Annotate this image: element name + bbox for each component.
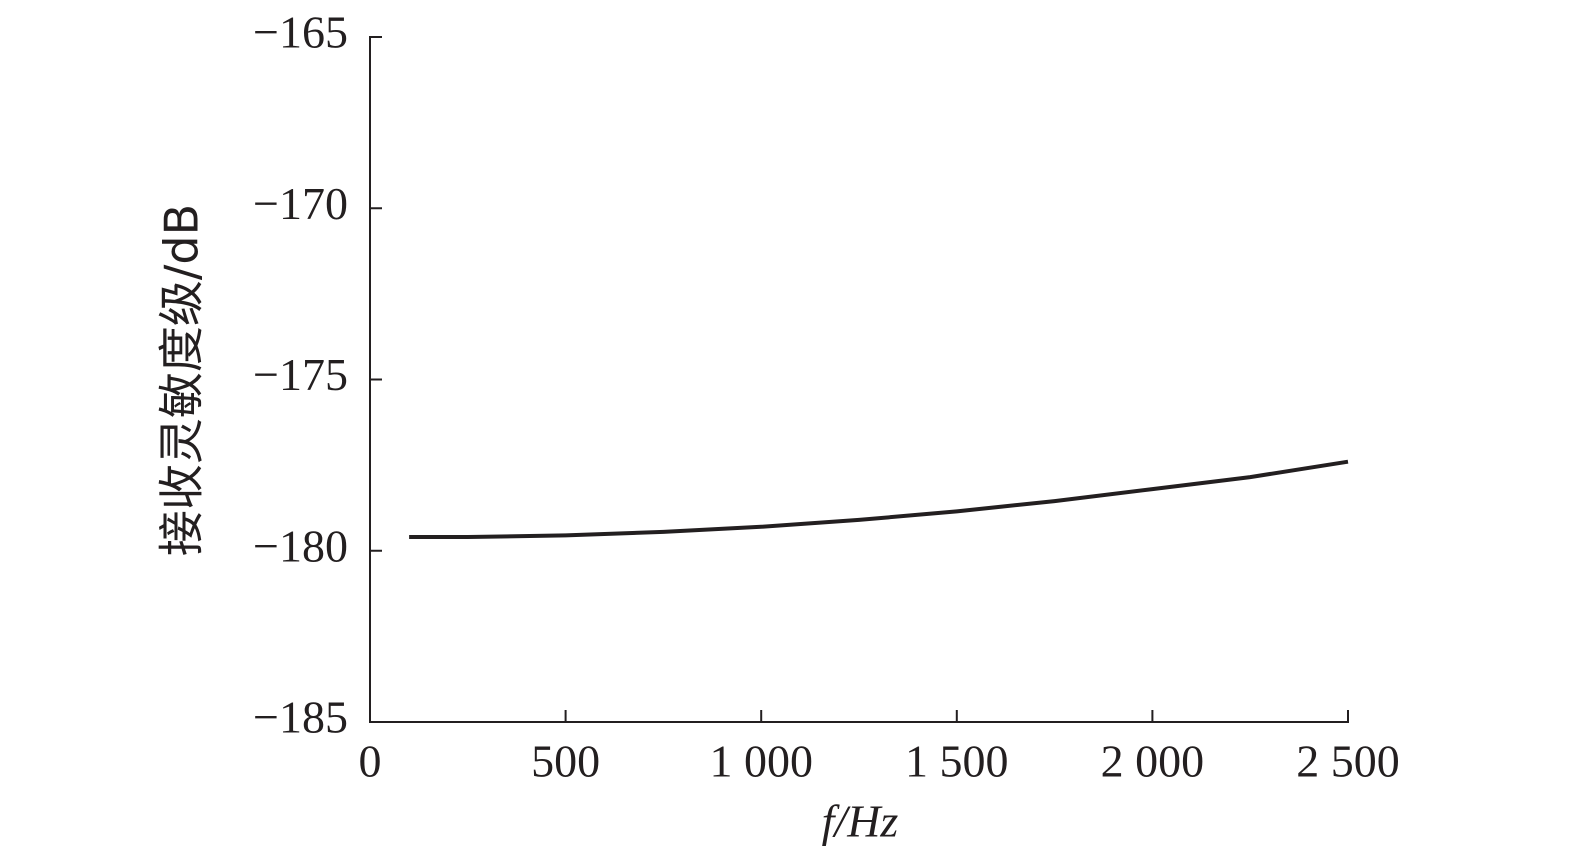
line — [409, 459, 1349, 540]
x-tick-label: 2 000 — [1101, 736, 1205, 787]
y-tick-label: −180 — [253, 520, 348, 571]
x-tick-label: 0 — [359, 736, 382, 787]
y-tick-label: −165 — [253, 7, 348, 58]
y-tick-label: −170 — [253, 178, 348, 229]
y-tick-label: −175 — [253, 349, 348, 400]
x-tick-label: 500 — [531, 736, 600, 787]
x-tick-label: 2 500 — [1296, 736, 1400, 787]
y-tick-label: −185 — [253, 692, 348, 743]
x-tick-label: 1 000 — [709, 736, 813, 787]
x-axis-label: f/Hz — [822, 796, 899, 847]
y-axis-label: 接收灵敏度级/dB — [155, 204, 209, 556]
x-tick-label: 1 500 — [905, 736, 1009, 787]
